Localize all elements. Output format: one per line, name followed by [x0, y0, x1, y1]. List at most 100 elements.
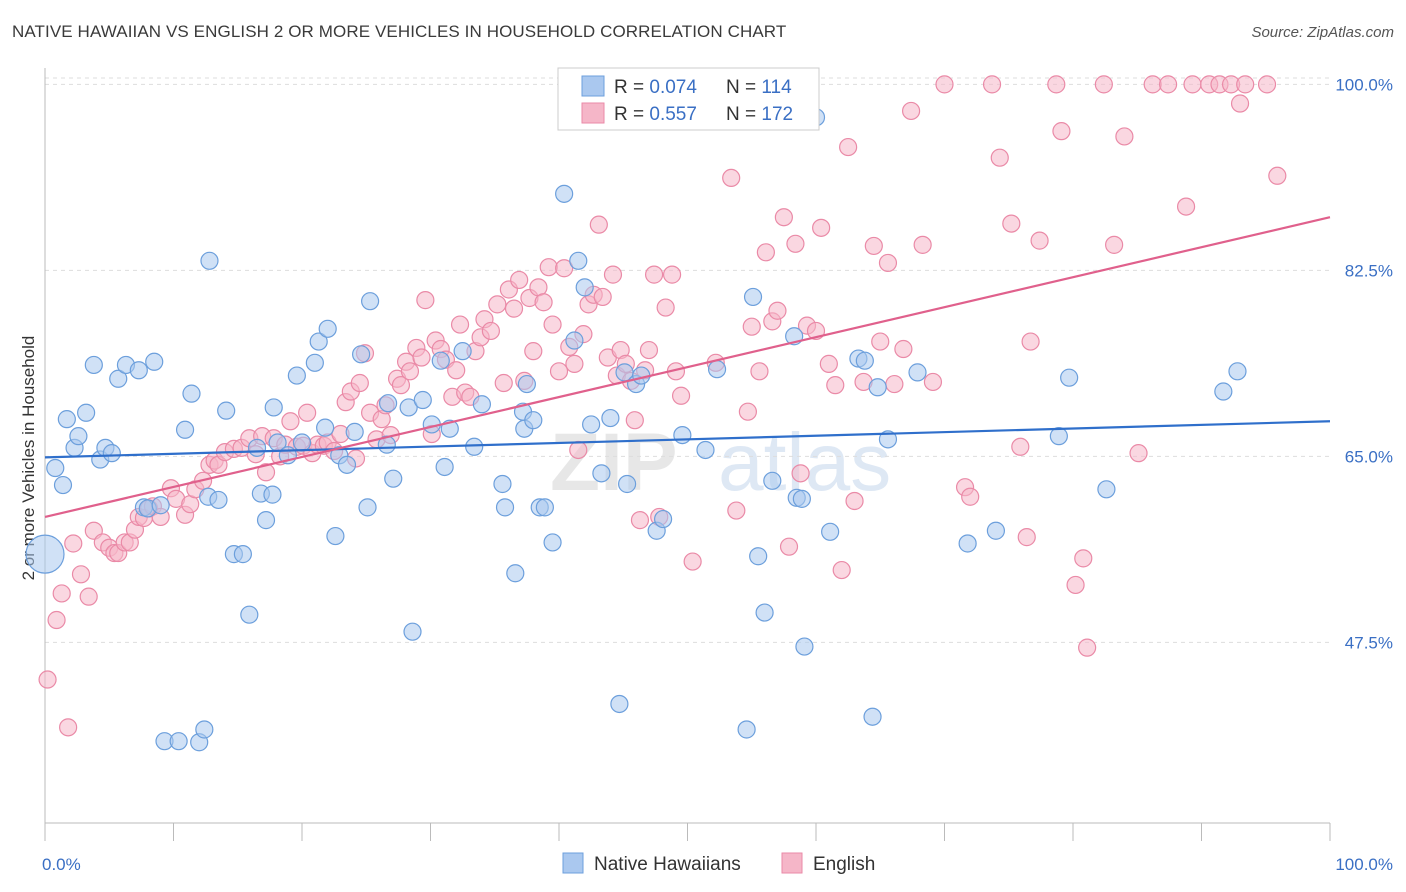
native-hawaiian-point: [129, 361, 148, 380]
native-hawaiian-point: [25, 534, 65, 574]
native-hawaiian-point: [318, 319, 337, 338]
native-hawaiian-point: [575, 278, 594, 297]
watermark: ZIP atlas: [550, 417, 891, 508]
english-point: [400, 362, 420, 381]
native-hawaiian-point: [517, 374, 536, 394]
native-hawaiian-point: [1060, 368, 1079, 387]
legend-n-value-pink: 172: [761, 104, 793, 125]
trend-lines: [44, 216, 1331, 518]
native-hawaiian-point: [673, 425, 692, 445]
english-point: [738, 402, 757, 421]
native-hawaiian-point: [1097, 480, 1116, 499]
native-hawaiian-point: [413, 390, 432, 410]
english-point: [1257, 75, 1277, 94]
english-point: [625, 411, 644, 430]
english-point: [510, 270, 529, 290]
english-point: [742, 317, 761, 336]
legend-r-value-pink: 0.557: [649, 104, 697, 125]
native-hawaiian-point: [535, 498, 554, 517]
source-label: Source: ZipAtlas.com: [1251, 24, 1394, 41]
native-hawaiian-point: [565, 331, 584, 350]
native-hawaiian-point: [524, 411, 543, 430]
native-hawaiian-point: [352, 345, 371, 364]
english-point: [488, 295, 507, 314]
native-hawaiian-point: [384, 469, 403, 488]
native-hawaiian-point: [506, 564, 525, 583]
native-hawaiian-point: [326, 526, 345, 546]
english-point: [350, 373, 369, 393]
native-hawaiian-point: [755, 603, 774, 622]
native-hawaiian-point: [495, 498, 515, 517]
native-hawaiian-point: [316, 418, 335, 437]
native-hawaiian-point: [431, 351, 450, 370]
english-point: [774, 208, 793, 227]
english-point: [786, 234, 805, 253]
native-hawaiian-point: [958, 534, 977, 553]
english-point: [885, 374, 904, 394]
native-hawaiian-point: [795, 637, 814, 656]
english-point: [1011, 437, 1030, 456]
native-hawaiian-point: [743, 287, 763, 307]
english-point: [534, 293, 553, 312]
native-hawaiian-point: [233, 545, 252, 564]
y-axis-label: 2 or more Vehicles in Household: [19, 336, 38, 581]
native-hawaiian-point: [77, 403, 96, 422]
english-point: [569, 440, 588, 460]
legend-r-label-blue: R =: [614, 77, 649, 98]
native-hawaiian-point: [878, 430, 898, 449]
native-hawaiian-point: [182, 384, 201, 403]
english-point: [1268, 166, 1287, 185]
english-point: [901, 101, 921, 121]
native-hawaiian-point: [175, 420, 195, 439]
native-hawaiian-point: [749, 547, 768, 566]
english-point: [1176, 197, 1196, 216]
native-hawaiian-point: [582, 415, 601, 434]
native-hawaiian-point: [472, 395, 491, 414]
legend-r-label-pink: R =: [614, 104, 649, 125]
english-point: [1021, 332, 1040, 351]
english-point: [555, 259, 574, 278]
english-point: [722, 168, 741, 188]
x-tick-label: 100.0%: [1335, 855, 1393, 874]
native-hawaiian-point: [169, 732, 188, 751]
native-hawaiian-point: [403, 622, 422, 641]
english-point: [990, 148, 1009, 167]
english-point: [750, 362, 769, 381]
english-point: [639, 340, 659, 360]
y-tick-label: 100.0%: [1335, 75, 1393, 94]
svg-text:R = 0.074: R = 0.074: [614, 77, 697, 98]
english-point: [1143, 75, 1162, 94]
english-point: [524, 342, 543, 361]
native-hawaiian-point: [1214, 382, 1233, 401]
native-hawaiian-point: [69, 427, 88, 446]
english-point: [727, 501, 746, 520]
english-point: [589, 215, 608, 234]
english-point: [819, 354, 838, 373]
english-point: [961, 487, 980, 506]
native-hawaiian-point: [264, 398, 283, 417]
english-point: [71, 565, 91, 584]
english-point: [1066, 575, 1085, 595]
english-point: [923, 372, 943, 392]
native-hawaiian-point: [592, 464, 611, 483]
english-point: [1129, 444, 1148, 463]
english-point: [603, 265, 623, 284]
english-point: [565, 354, 584, 373]
english-point: [1094, 75, 1113, 94]
english-point: [79, 587, 98, 606]
native-hawaiian-point: [399, 398, 418, 417]
svg-text:N = 172: N = 172: [726, 104, 793, 125]
english-point: [549, 362, 569, 381]
english-point: [38, 670, 57, 689]
native-hawaiian-point: [653, 509, 673, 529]
english-point: [871, 332, 890, 351]
native-hawaiian-point: [763, 471, 782, 490]
native-hawaiian-point: [378, 394, 398, 413]
english-point: [768, 301, 787, 320]
native-hawaiian-point: [309, 332, 328, 351]
english-point: [504, 299, 524, 318]
native-hawaiian-point: [493, 474, 512, 494]
english-point: [59, 718, 78, 737]
english-point: [656, 298, 675, 317]
